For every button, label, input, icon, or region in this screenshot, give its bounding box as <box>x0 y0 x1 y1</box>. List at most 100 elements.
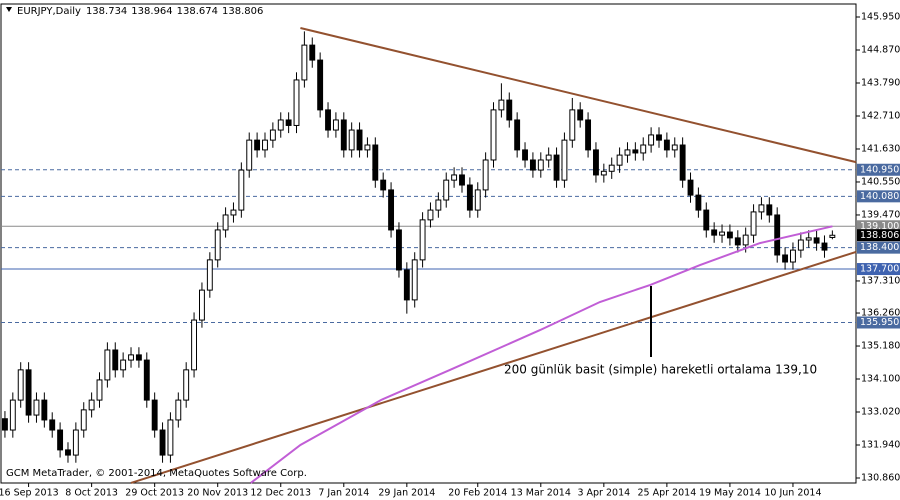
footer: GCM MetaTrader, © 2001-2014, MetaQuotes … <box>6 468 307 479</box>
candle-body <box>482 159 489 191</box>
candle-body <box>419 219 426 261</box>
levels <box>1 169 856 323</box>
candle-body <box>230 209 237 216</box>
x-tick-label: 12 Dec 2013 <box>250 488 311 499</box>
candle-body <box>750 211 757 236</box>
candle-body <box>199 289 205 321</box>
candle-body <box>498 99 505 111</box>
candle-body <box>569 109 576 141</box>
candle-body <box>797 239 804 251</box>
y-tick-label: 143.790 <box>861 77 900 88</box>
candle-body <box>348 129 355 151</box>
y-tick-label: 145.950 <box>861 12 900 23</box>
x-tick-label: 19 May 2014 <box>699 488 761 499</box>
candle-body <box>671 144 678 151</box>
plot-frame <box>0 3 857 484</box>
candle-body <box>128 354 134 361</box>
y-tick-label: 142.710 <box>861 110 900 121</box>
candle-body <box>120 359 127 371</box>
y-tick-label: 130.860 <box>861 472 900 483</box>
candle-body <box>262 139 268 151</box>
header-icon <box>6 7 12 12</box>
candle-body <box>222 214 229 231</box>
candle-body <box>734 237 741 246</box>
level-label-box <box>857 263 900 276</box>
candle-body <box>679 144 686 181</box>
price-label-box <box>857 229 900 242</box>
candle-body <box>577 109 584 121</box>
candle-body <box>459 174 465 186</box>
candle-body <box>332 119 339 131</box>
y-tick-label: 141.630 <box>861 143 900 154</box>
candle-body <box>317 59 324 111</box>
candle-body <box>88 399 95 411</box>
candle-body <box>805 237 812 241</box>
candle-body <box>356 129 363 151</box>
candle-body <box>396 229 402 271</box>
candle-body <box>758 204 765 213</box>
y-tick-label: 144.870 <box>861 45 900 56</box>
candle-body <box>451 174 458 181</box>
y-tick-label: 134.100 <box>861 374 900 385</box>
candle-body <box>774 214 781 256</box>
y-tick-label: 133.020 <box>861 407 900 418</box>
candle-body <box>388 189 395 231</box>
candle-body <box>340 119 347 151</box>
candle-body <box>1 418 8 431</box>
candle-body <box>600 170 607 176</box>
level-label: 138.400 <box>860 242 899 253</box>
price-label: 138.806 <box>860 230 899 241</box>
header-close: 138.806 <box>222 6 263 17</box>
candle-body <box>522 149 528 161</box>
y-tick-label: 136.260 <box>861 308 900 319</box>
y-tick-label: 131.940 <box>861 439 900 450</box>
candle-body <box>616 154 623 166</box>
candle-body <box>325 109 331 131</box>
candle-body <box>608 164 615 172</box>
candle-body <box>49 419 56 431</box>
candle-body <box>104 349 111 381</box>
candle-body <box>766 204 773 216</box>
y-tick-label: 140.550 <box>861 176 900 187</box>
candle-body <box>474 189 481 211</box>
level-label-box <box>857 163 900 176</box>
candle-body <box>427 209 434 221</box>
x-tick-label: 13 Mar 2014 <box>511 488 571 499</box>
candle-body <box>443 179 450 201</box>
candle-body <box>151 399 158 431</box>
candles <box>1 31 836 463</box>
candle-body <box>33 399 40 416</box>
candle-body <box>159 429 166 456</box>
candle-body <box>561 139 568 181</box>
candle-body <box>238 169 245 211</box>
candle-body <box>25 369 32 416</box>
candle-body <box>514 119 521 151</box>
candle-body <box>719 231 725 236</box>
level-label: 140.080 <box>860 191 899 202</box>
candle-body <box>490 109 497 161</box>
y-tick-label: 135.180 <box>861 341 900 352</box>
candle-body <box>277 119 284 131</box>
trendline <box>300 27 857 164</box>
candle-body <box>466 184 473 211</box>
x-tick-label: 16 Sep 2013 <box>0 488 59 499</box>
candle-body <box>648 134 655 146</box>
candle-body <box>821 242 828 251</box>
candle-body <box>380 179 387 191</box>
candle-body <box>246 139 253 171</box>
candle-body <box>285 119 292 126</box>
candle-body <box>41 399 48 421</box>
y-tick-label: 139.470 <box>861 209 900 220</box>
candle-body <box>191 319 198 371</box>
candle-body <box>624 149 631 156</box>
candle-body <box>112 349 119 371</box>
overlays <box>130 27 857 484</box>
x-tick-label: 8 Oct 2013 <box>65 488 118 499</box>
x-tick-label: 7 Jan 2014 <box>318 488 369 499</box>
candle-body <box>545 154 552 161</box>
level-label: 135.950 <box>860 317 899 328</box>
level-label-box <box>857 241 900 254</box>
level-label: 139.100 <box>860 221 899 232</box>
candle-body <box>269 129 276 141</box>
